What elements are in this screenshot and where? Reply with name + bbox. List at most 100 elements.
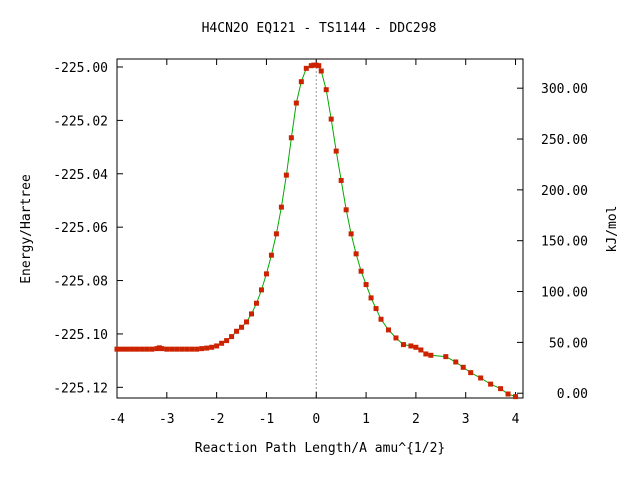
x-tick-label: -4 <box>109 412 125 427</box>
data-point <box>114 346 120 352</box>
y-tick-label: -225.06 <box>53 221 108 236</box>
y2-tick-label: 50.00 <box>549 336 588 351</box>
data-point <box>373 306 379 312</box>
data-point <box>413 344 419 350</box>
data-point <box>468 370 474 376</box>
data-point <box>408 343 414 349</box>
y-axis-label: Energy/Hartree <box>19 174 34 284</box>
data-point <box>378 316 384 322</box>
data-point <box>423 351 429 357</box>
y-tick-label: -225.04 <box>53 168 108 183</box>
data-point <box>273 231 279 237</box>
left-axis: -225.00 -225.02 -225.04 -225.06 -225.08 -225.… <box>53 61 123 396</box>
data-point <box>393 335 399 341</box>
x-tick-label: 4 <box>512 412 520 427</box>
data-point <box>338 177 344 183</box>
data-point <box>368 295 374 301</box>
y2-tick-label: 100.00 <box>541 286 588 301</box>
data-point <box>159 346 165 352</box>
data-point <box>149 346 155 352</box>
x-axis-label: Reaction Path Length/A amu^{1/2} <box>195 441 445 456</box>
data-point <box>224 338 230 344</box>
data-point <box>189 346 195 352</box>
y2-tick-label: 150.00 <box>541 235 588 250</box>
x-tick-label: 3 <box>462 412 470 427</box>
data-point <box>253 300 259 306</box>
plot-frame <box>116 58 524 399</box>
x-tick-label: 0 <box>312 412 320 427</box>
y-tick-label: -225.10 <box>53 328 108 343</box>
data-point <box>348 231 354 237</box>
data-point <box>316 63 322 69</box>
data-point <box>288 135 294 141</box>
bottom-axis: -4 -3 -2 -1 0 1 2 3 4 <box>109 59 520 427</box>
y-tick-label: -225.08 <box>53 275 108 290</box>
data-point <box>258 287 264 293</box>
x-tick-label: -2 <box>209 412 225 427</box>
data-point <box>239 324 245 330</box>
x-tick-label: -3 <box>159 412 175 427</box>
data-point <box>328 116 334 122</box>
data-point <box>418 347 424 353</box>
data-point <box>214 343 220 349</box>
data-point <box>268 252 274 258</box>
data-point <box>333 148 339 154</box>
data-point <box>303 65 309 71</box>
data-point <box>219 340 225 346</box>
data-point <box>443 354 449 360</box>
data-point <box>400 342 406 348</box>
y-tick-label: -225.00 <box>53 61 108 76</box>
data-point <box>244 319 250 325</box>
data-point <box>513 394 519 400</box>
data-point <box>249 311 255 317</box>
data-point <box>119 346 125 352</box>
data-point <box>293 100 299 106</box>
data-point <box>318 68 324 74</box>
data-point <box>498 386 504 392</box>
y2-axis-label: kJ/mol <box>605 206 620 253</box>
data-point <box>505 391 511 397</box>
x-tick-label: -1 <box>259 412 275 427</box>
data-point <box>453 359 459 365</box>
data-point <box>164 346 170 352</box>
data-point <box>174 346 180 352</box>
data-point <box>139 346 145 352</box>
data-point <box>323 87 329 93</box>
y2-tick-label: 200.00 <box>541 184 588 199</box>
data-point <box>204 345 210 351</box>
data-point <box>169 346 175 352</box>
data-point <box>283 172 289 178</box>
data-point <box>229 334 235 340</box>
y-tick-label: -225.02 <box>53 114 108 129</box>
data-point <box>343 207 349 213</box>
data-point <box>428 352 434 358</box>
data-point <box>144 346 150 352</box>
x-tick-label: 2 <box>412 412 420 427</box>
data-point <box>488 381 494 387</box>
data-point <box>124 346 130 352</box>
y2-tick-label: 300.00 <box>541 82 588 97</box>
data-point <box>263 271 269 277</box>
data-point <box>129 346 135 352</box>
data-markers <box>114 62 519 400</box>
data-point <box>199 346 205 352</box>
data-point <box>134 346 140 352</box>
data-point <box>184 346 190 352</box>
y-tick-label: -225.12 <box>53 381 108 396</box>
x-tick-label: 1 <box>362 412 370 427</box>
data-point <box>194 346 200 352</box>
data-point <box>460 364 466 370</box>
data-point <box>278 204 284 210</box>
data-point <box>358 268 364 274</box>
data-point <box>298 79 304 85</box>
data-point <box>179 346 185 352</box>
data-point <box>209 344 215 350</box>
data-point <box>363 282 369 288</box>
y2-tick-label: 250.00 <box>541 133 588 148</box>
chart-title: H4CN2O EQ121 - TS1144 - DDC298 <box>202 21 437 36</box>
data-point <box>234 328 240 334</box>
data-point <box>478 375 484 381</box>
data-point <box>385 327 391 333</box>
y2-tick-label: 0.00 <box>557 387 588 402</box>
